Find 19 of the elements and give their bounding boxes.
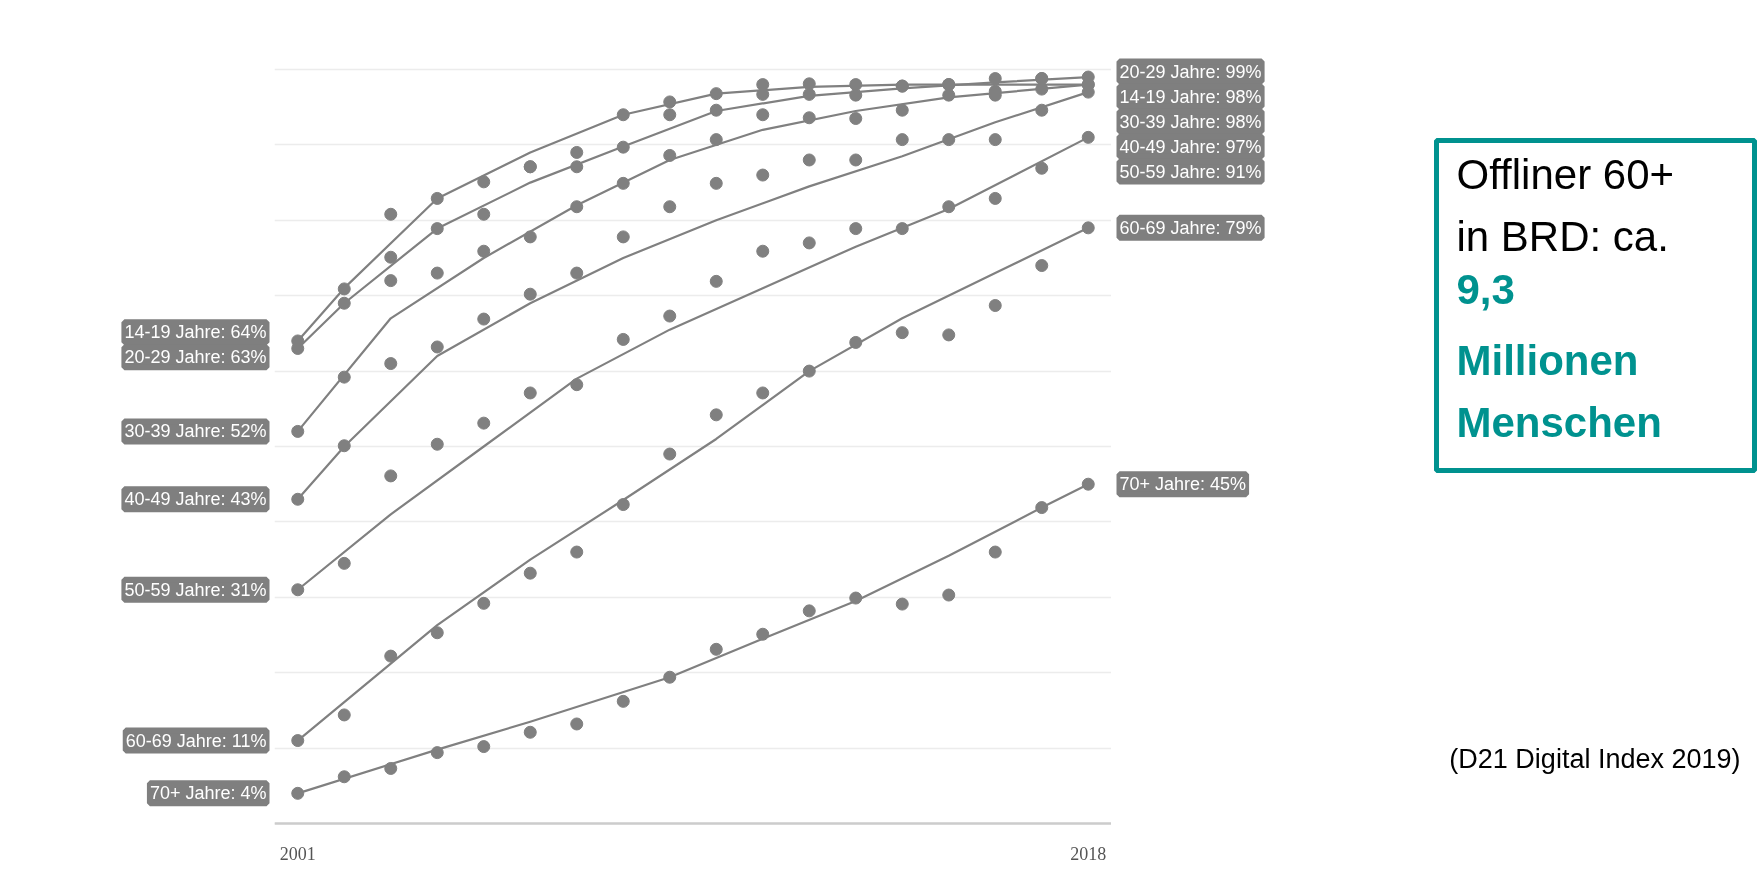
x-tick-label: 2001 bbox=[279, 843, 316, 864]
data-label: 50-59 Jahre: 91% bbox=[1119, 161, 1262, 182]
data-label: 50-59 Jahre: 31% bbox=[124, 579, 267, 600]
data-label: 14-19 Jahre: 64% bbox=[124, 322, 267, 343]
text: 9,3 Millionen Menschen bbox=[1456, 265, 1662, 446]
data-label: 30-39 Jahre: 52% bbox=[124, 421, 267, 442]
data-label: 20-29 Jahre: 99% bbox=[1119, 61, 1262, 82]
data-label: 70+ Jahre: 45% bbox=[1119, 474, 1247, 495]
text: Offliner 60+ in BRD: ca. bbox=[1456, 150, 1675, 260]
text: (D21 Digital Index 2019) bbox=[1449, 743, 1741, 774]
data-label: 40-49 Jahre: 97% bbox=[1119, 136, 1262, 157]
data-label: 14-19 Jahre: 98% bbox=[1119, 86, 1262, 107]
data-label: 70+ Jahre: 4% bbox=[149, 783, 267, 804]
data-label: 60-69 Jahre: 11% bbox=[125, 730, 267, 751]
data-label: 30-39 Jahre: 98% bbox=[1119, 111, 1262, 132]
data-label: 20-29 Jahre: 63% bbox=[124, 347, 267, 368]
data-label: 60-69 Jahre: 79% bbox=[1119, 217, 1262, 238]
x-tick-label: 2018 bbox=[1070, 843, 1107, 864]
data-label: 40-49 Jahre: 43% bbox=[124, 489, 267, 510]
